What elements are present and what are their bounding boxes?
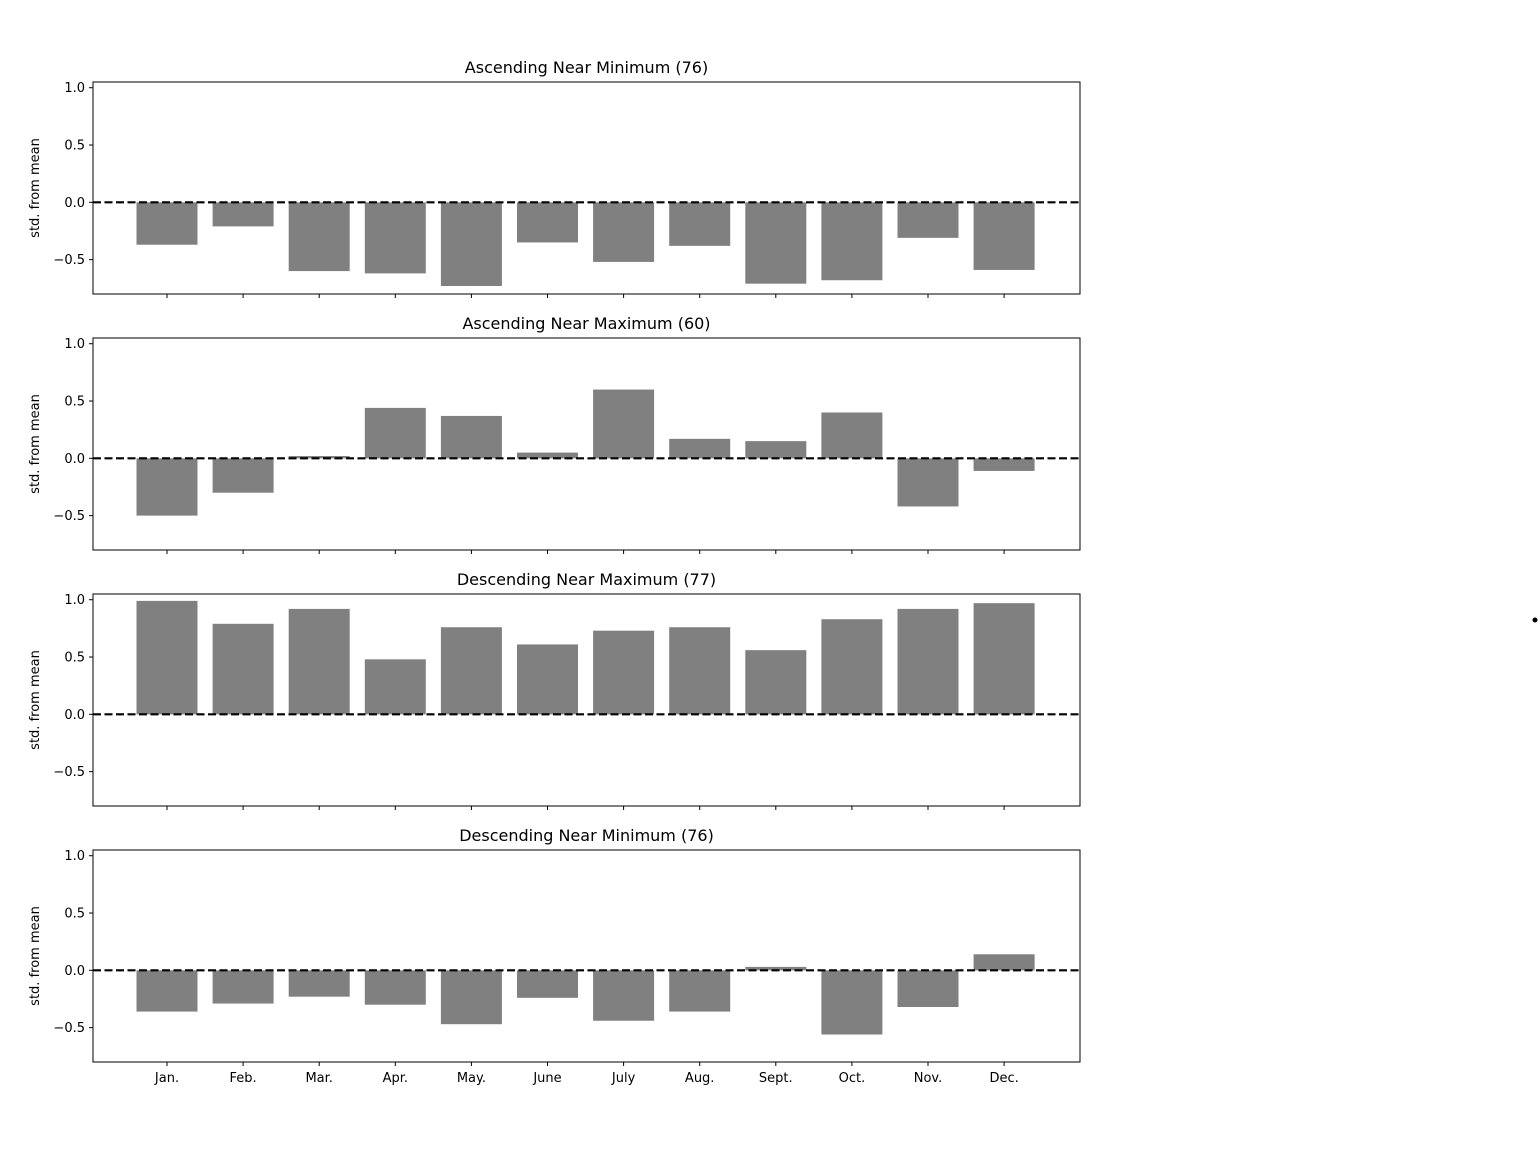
- bar: [136, 970, 198, 1012]
- bar: [288, 608, 350, 715]
- bar: [440, 415, 502, 459]
- bar: [745, 966, 807, 971]
- x-tick-label: May.: [457, 1071, 486, 1086]
- bar: [897, 458, 959, 507]
- bar: [288, 202, 350, 272]
- x-tick-label: June: [532, 1071, 561, 1086]
- x-tick-label: Sept.: [759, 1071, 793, 1086]
- y-tick-label: −0.5: [53, 765, 85, 780]
- chart-panels: Ascending Near Minimum (76) std. from mea…: [28, 58, 1081, 1086]
- x-tick-label: Feb.: [230, 1071, 257, 1086]
- bar: [440, 627, 502, 715]
- bar: [593, 389, 655, 459]
- bar: [897, 970, 959, 1007]
- y-tick-label: −0.5: [53, 509, 85, 524]
- bar: [212, 970, 274, 1004]
- bar: [973, 202, 1035, 270]
- bar: [364, 659, 426, 715]
- panel-title: Ascending Near Maximum (60): [462, 314, 710, 333]
- bar: [973, 954, 1035, 971]
- bar: [593, 970, 655, 1021]
- bar: [517, 202, 578, 243]
- y-tick-label: 0.5: [64, 651, 85, 666]
- bar: [288, 970, 350, 997]
- panel-title: Descending Near Maximum (77): [457, 570, 716, 589]
- y-tick-label: 0.0: [64, 196, 85, 211]
- x-tick-label: Jan.: [154, 1071, 179, 1086]
- x-tick-label: July: [611, 1071, 636, 1086]
- axes-frame: [92, 81, 1081, 295]
- x-tick-label: Mar.: [305, 1071, 332, 1086]
- bar: [517, 644, 578, 715]
- bar: [212, 623, 274, 715]
- x-tick-label: Oct.: [839, 1071, 866, 1086]
- stray-dot-marker: [1532, 617, 1538, 623]
- x-tick-label: Apr.: [383, 1071, 408, 1086]
- bar: [364, 407, 426, 459]
- axes-frame: [92, 337, 1081, 551]
- x-tick-label: Dec.: [989, 1071, 1018, 1086]
- y-axis-label: std. from mean: [28, 138, 43, 238]
- bar: [364, 970, 426, 1005]
- bar: [973, 458, 1035, 471]
- bar: [212, 458, 274, 493]
- bar: [897, 202, 959, 238]
- bar: [745, 202, 807, 284]
- y-axis-label: std. from mean: [28, 650, 43, 750]
- bar: [973, 603, 1035, 715]
- bar: [821, 970, 883, 1035]
- bar: [745, 650, 807, 715]
- y-axis-label: std. from mean: [28, 906, 43, 1006]
- x-tick-label: Aug.: [685, 1071, 715, 1086]
- bar: [669, 627, 731, 715]
- bar: [136, 600, 198, 715]
- bar: [593, 202, 655, 262]
- bar: [821, 202, 883, 281]
- x-tick-label: Nov.: [914, 1071, 943, 1086]
- y-tick-label: 0.5: [64, 139, 85, 154]
- bar: [440, 202, 502, 286]
- bar: [669, 438, 731, 459]
- y-tick-label: 1.0: [64, 849, 85, 864]
- bar: [669, 202, 731, 246]
- bar: [136, 458, 198, 516]
- chart-panel-4: Descending Near Minimum (76) std. from me…: [28, 826, 1081, 1086]
- chart-panel-3: Descending Near Maximum (77) std. from me…: [28, 570, 1081, 810]
- y-axis-label: std. from mean: [28, 394, 43, 494]
- chart-panel-2: Ascending Near Maximum (60) std. from mea…: [28, 314, 1081, 554]
- bar: [517, 970, 578, 998]
- bar: [517, 452, 578, 459]
- chart-panel-1: Ascending Near Minimum (76) std. from mea…: [28, 58, 1081, 298]
- axes-frame: [92, 849, 1081, 1063]
- y-tick-label: −0.5: [53, 253, 85, 268]
- bar: [288, 456, 350, 459]
- y-tick-label: 1.0: [64, 337, 85, 352]
- y-tick-label: −0.5: [53, 1021, 85, 1036]
- bar: [669, 970, 731, 1012]
- panel-title: Descending Near Minimum (76): [459, 826, 714, 845]
- bar: [212, 202, 274, 227]
- panel-title: Ascending Near Minimum (76): [465, 58, 708, 77]
- y-tick-label: 0.0: [64, 452, 85, 467]
- y-tick-label: 0.5: [64, 907, 85, 922]
- bar: [440, 970, 502, 1025]
- bar: [364, 202, 426, 274]
- y-tick-label: 1.0: [64, 593, 85, 608]
- y-tick-label: 1.0: [64, 81, 85, 96]
- bar: [745, 441, 807, 459]
- bar: [897, 608, 959, 715]
- bar: [593, 630, 655, 715]
- bar: [821, 619, 883, 715]
- y-tick-label: 0.0: [64, 964, 85, 979]
- bar: [136, 202, 198, 245]
- bar: [821, 412, 883, 459]
- y-tick-label: 0.5: [64, 395, 85, 410]
- y-tick-label: 0.0: [64, 708, 85, 723]
- axes-frame: [92, 593, 1081, 807]
